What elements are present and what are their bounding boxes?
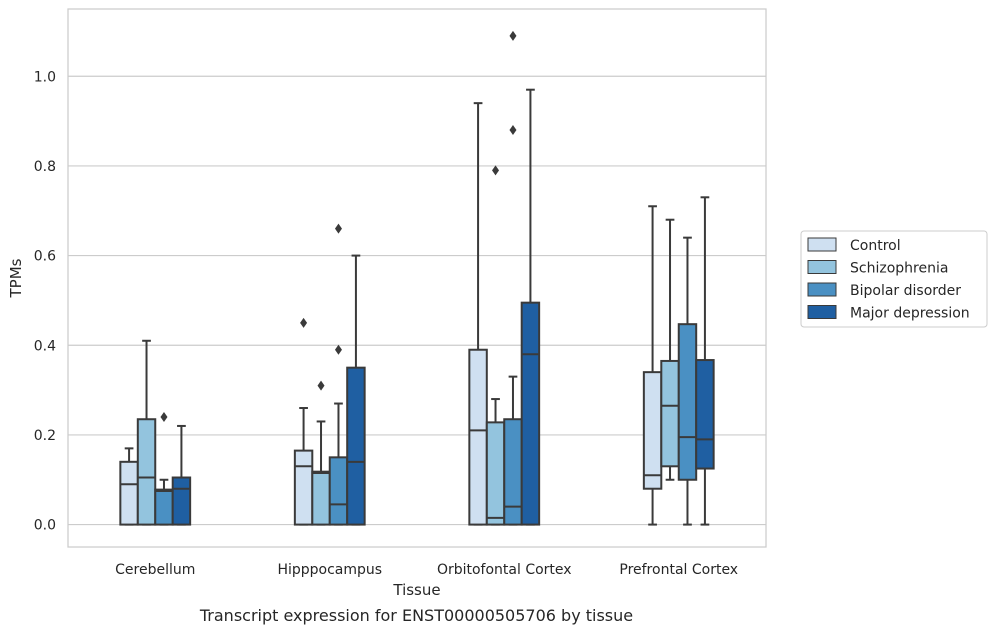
box-control	[293, 317, 314, 526]
box-body	[503, 418, 523, 526]
x-tick-label: Prefrontal Cortex	[619, 562, 738, 578]
y-axis-label: TPMs	[7, 258, 25, 298]
box-body	[171, 476, 192, 526]
box-body	[311, 470, 331, 526]
box-body	[346, 366, 366, 526]
box-major-depression	[695, 196, 715, 526]
x-axis-label: Tissue	[392, 581, 440, 599]
legend-label: Control	[850, 238, 901, 254]
box-control	[119, 447, 139, 526]
legend-label: Schizophrenia	[850, 261, 948, 277]
box-bipolar-disorder	[503, 30, 523, 526]
box-body	[136, 418, 157, 526]
outlier-point	[300, 317, 308, 328]
plot-area-frame	[67, 8, 767, 548]
outlier-point	[334, 344, 342, 355]
outlier-point	[492, 165, 500, 176]
box-body	[468, 348, 488, 526]
legend-swatch	[807, 237, 837, 252]
legend-label: Major depression	[850, 306, 970, 322]
y-tick-label: 0.4	[34, 338, 56, 354]
x-tick-label: Cerebellum	[115, 562, 195, 578]
box-major-depression	[346, 254, 366, 526]
box-body	[119, 460, 139, 526]
legend-swatch	[807, 305, 837, 319]
box-body	[154, 488, 174, 526]
box-major-depression	[520, 88, 541, 526]
outlier-point	[509, 125, 517, 136]
legend-swatch	[807, 260, 837, 274]
legend-label: Bipolar disorder	[850, 283, 961, 299]
box-body	[695, 359, 715, 470]
box-body	[293, 449, 314, 526]
outlier-point	[160, 411, 168, 422]
y-tick-label: 0.2	[34, 428, 56, 444]
box-bipolar-disorder	[677, 236, 698, 526]
box-bipolar-disorder	[328, 223, 349, 526]
box-schizophrenia	[136, 339, 157, 526]
legend-swatch	[807, 282, 837, 297]
box-body	[485, 421, 506, 526]
box-body	[642, 371, 663, 490]
figure-caption: Transcript expression for ENST0000050570…	[199, 606, 634, 625]
legend: Control Schizophrenia Bipolar disorder Majo…	[800, 230, 988, 328]
x-tick-labels: Cerebellum Hipppocampus Orbitofontal Corte…	[115, 562, 738, 578]
outlier-point	[509, 30, 517, 41]
box-schizophrenia	[485, 165, 506, 526]
box-body	[677, 323, 698, 481]
y-tick-label: 0.6	[34, 249, 56, 265]
box-schizophrenia	[311, 380, 331, 526]
box-major-depression	[171, 424, 192, 526]
box-schizophrenia	[660, 218, 680, 481]
outlier-point	[334, 223, 342, 234]
box-control	[468, 102, 488, 526]
x-tick-label: Orbitofontal Cortex	[437, 562, 572, 578]
box-body	[328, 456, 349, 526]
y-tick-label: 0.0	[34, 518, 56, 534]
box-bipolar-disorder	[154, 411, 174, 526]
x-tick-label: Hipppocampus	[277, 562, 382, 578]
box-body	[660, 359, 680, 468]
box-control	[642, 205, 663, 526]
legend-frame	[800, 230, 988, 328]
y-tick-label: 0.8	[34, 159, 56, 175]
box-body	[520, 301, 541, 526]
y-tick-labels: 0.0 0.2 0.4 0.6 0.8 1.0	[34, 69, 56, 533]
outlier-point	[317, 380, 325, 391]
boxes	[119, 30, 715, 526]
y-tick-label: 1.0	[34, 69, 56, 85]
